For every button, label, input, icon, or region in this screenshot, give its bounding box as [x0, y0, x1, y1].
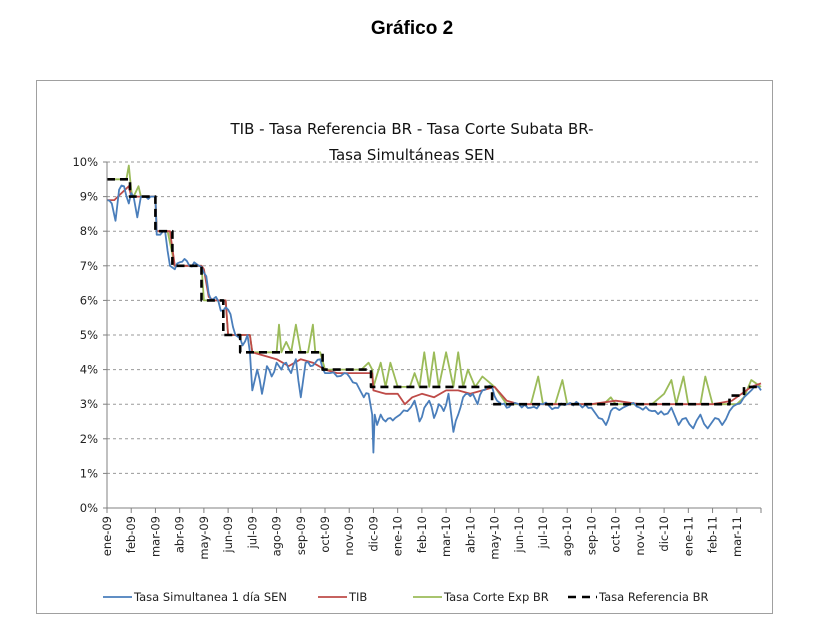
- series-line-tasa-referencia-br: [107, 178, 761, 406]
- x-tick-label: ene-10: [391, 516, 405, 556]
- chart-frame: [36, 80, 773, 614]
- x-tick-label: nov-09: [342, 516, 356, 556]
- y-tick-label: 4%: [80, 363, 98, 377]
- x-tick-label: jul-10: [536, 516, 550, 549]
- x-tick-label: feb-11: [706, 516, 720, 553]
- chart-title-line-1: TIB - Tasa Referencia BR - Tasa Corte Su…: [229, 120, 593, 138]
- figure-title: Gráfico 2: [370, 18, 454, 39]
- y-tick-label: 7%: [80, 259, 98, 273]
- legend-label: Tasa Referencia BR: [598, 590, 708, 604]
- x-tick-label: ago-10: [560, 516, 574, 556]
- x-tick-label: jul-09: [245, 516, 259, 549]
- y-tick-label: 9%: [80, 190, 98, 204]
- y-tick-label: 3%: [80, 397, 98, 411]
- x-tick-label: ene-09: [100, 516, 114, 556]
- y-tick-label: 2%: [80, 432, 98, 446]
- x-tick-label: oct-10: [609, 516, 623, 553]
- legend: Tasa Simultanea 1 día SEN TIB Tasa Corte E…: [103, 590, 708, 604]
- legend-label: Tasa Simultanea 1 día SEN: [133, 590, 287, 604]
- gridlines: [107, 161, 761, 474]
- x-tick-label: dic-10: [657, 516, 671, 552]
- x-tick-label: mar-11: [730, 516, 744, 557]
- x-tick-label: ago-09: [270, 516, 284, 556]
- x-tick-label: nov-10: [633, 516, 647, 556]
- x-tick-label: feb-09: [124, 516, 138, 553]
- legend-label: TIB: [348, 590, 367, 604]
- y-axis-ticks: 0% 1% 2% 3% 4% 5% 6% 7% 8% 9% 10%: [72, 155, 107, 515]
- x-tick-label: may-10: [488, 516, 502, 560]
- x-tick-label: dic-09: [366, 516, 380, 552]
- x-tick-label: abr-10: [463, 516, 477, 553]
- x-tick-label: sep-10: [584, 516, 598, 555]
- x-tick-label: oct-09: [318, 516, 332, 553]
- series-line-tib: [107, 185, 762, 406]
- series-lines: [106, 164, 762, 454]
- y-tick-label: 8%: [80, 224, 98, 238]
- x-tick-label: sep-09: [294, 516, 308, 555]
- y-tick-label: 1%: [80, 466, 98, 480]
- x-tick-label: abr-09: [173, 516, 187, 553]
- axes: [106, 162, 761, 509]
- y-tick-label: 6%: [80, 293, 98, 307]
- y-tick-label: 5%: [80, 328, 98, 342]
- chart-title-line-2: Tasa Simultáneas SEN: [328, 146, 494, 164]
- legend-label: Tasa Corte Exp BR: [443, 590, 549, 604]
- x-tick-label: feb-10: [415, 516, 429, 553]
- series-line-tasa-simultanea-1-d-a-sen: [106, 184, 762, 454]
- series-line-tasa-corte-exp-br: [107, 164, 762, 406]
- x-tick-label: jun-10: [512, 516, 526, 554]
- x-tick-label: mar-10: [439, 516, 453, 557]
- x-tick-label: mar-09: [148, 516, 162, 557]
- y-tick-label: 0%: [80, 501, 98, 515]
- x-axis-ticks: ene-09 feb-09 mar-09 abr-09 may-09 jun-09 jul-…: [100, 508, 762, 560]
- x-tick-label: ene-11: [681, 516, 695, 556]
- x-tick-label: jun-09: [221, 516, 235, 554]
- y-tick-label: 10%: [72, 155, 98, 169]
- x-tick-label: may-09: [197, 516, 211, 560]
